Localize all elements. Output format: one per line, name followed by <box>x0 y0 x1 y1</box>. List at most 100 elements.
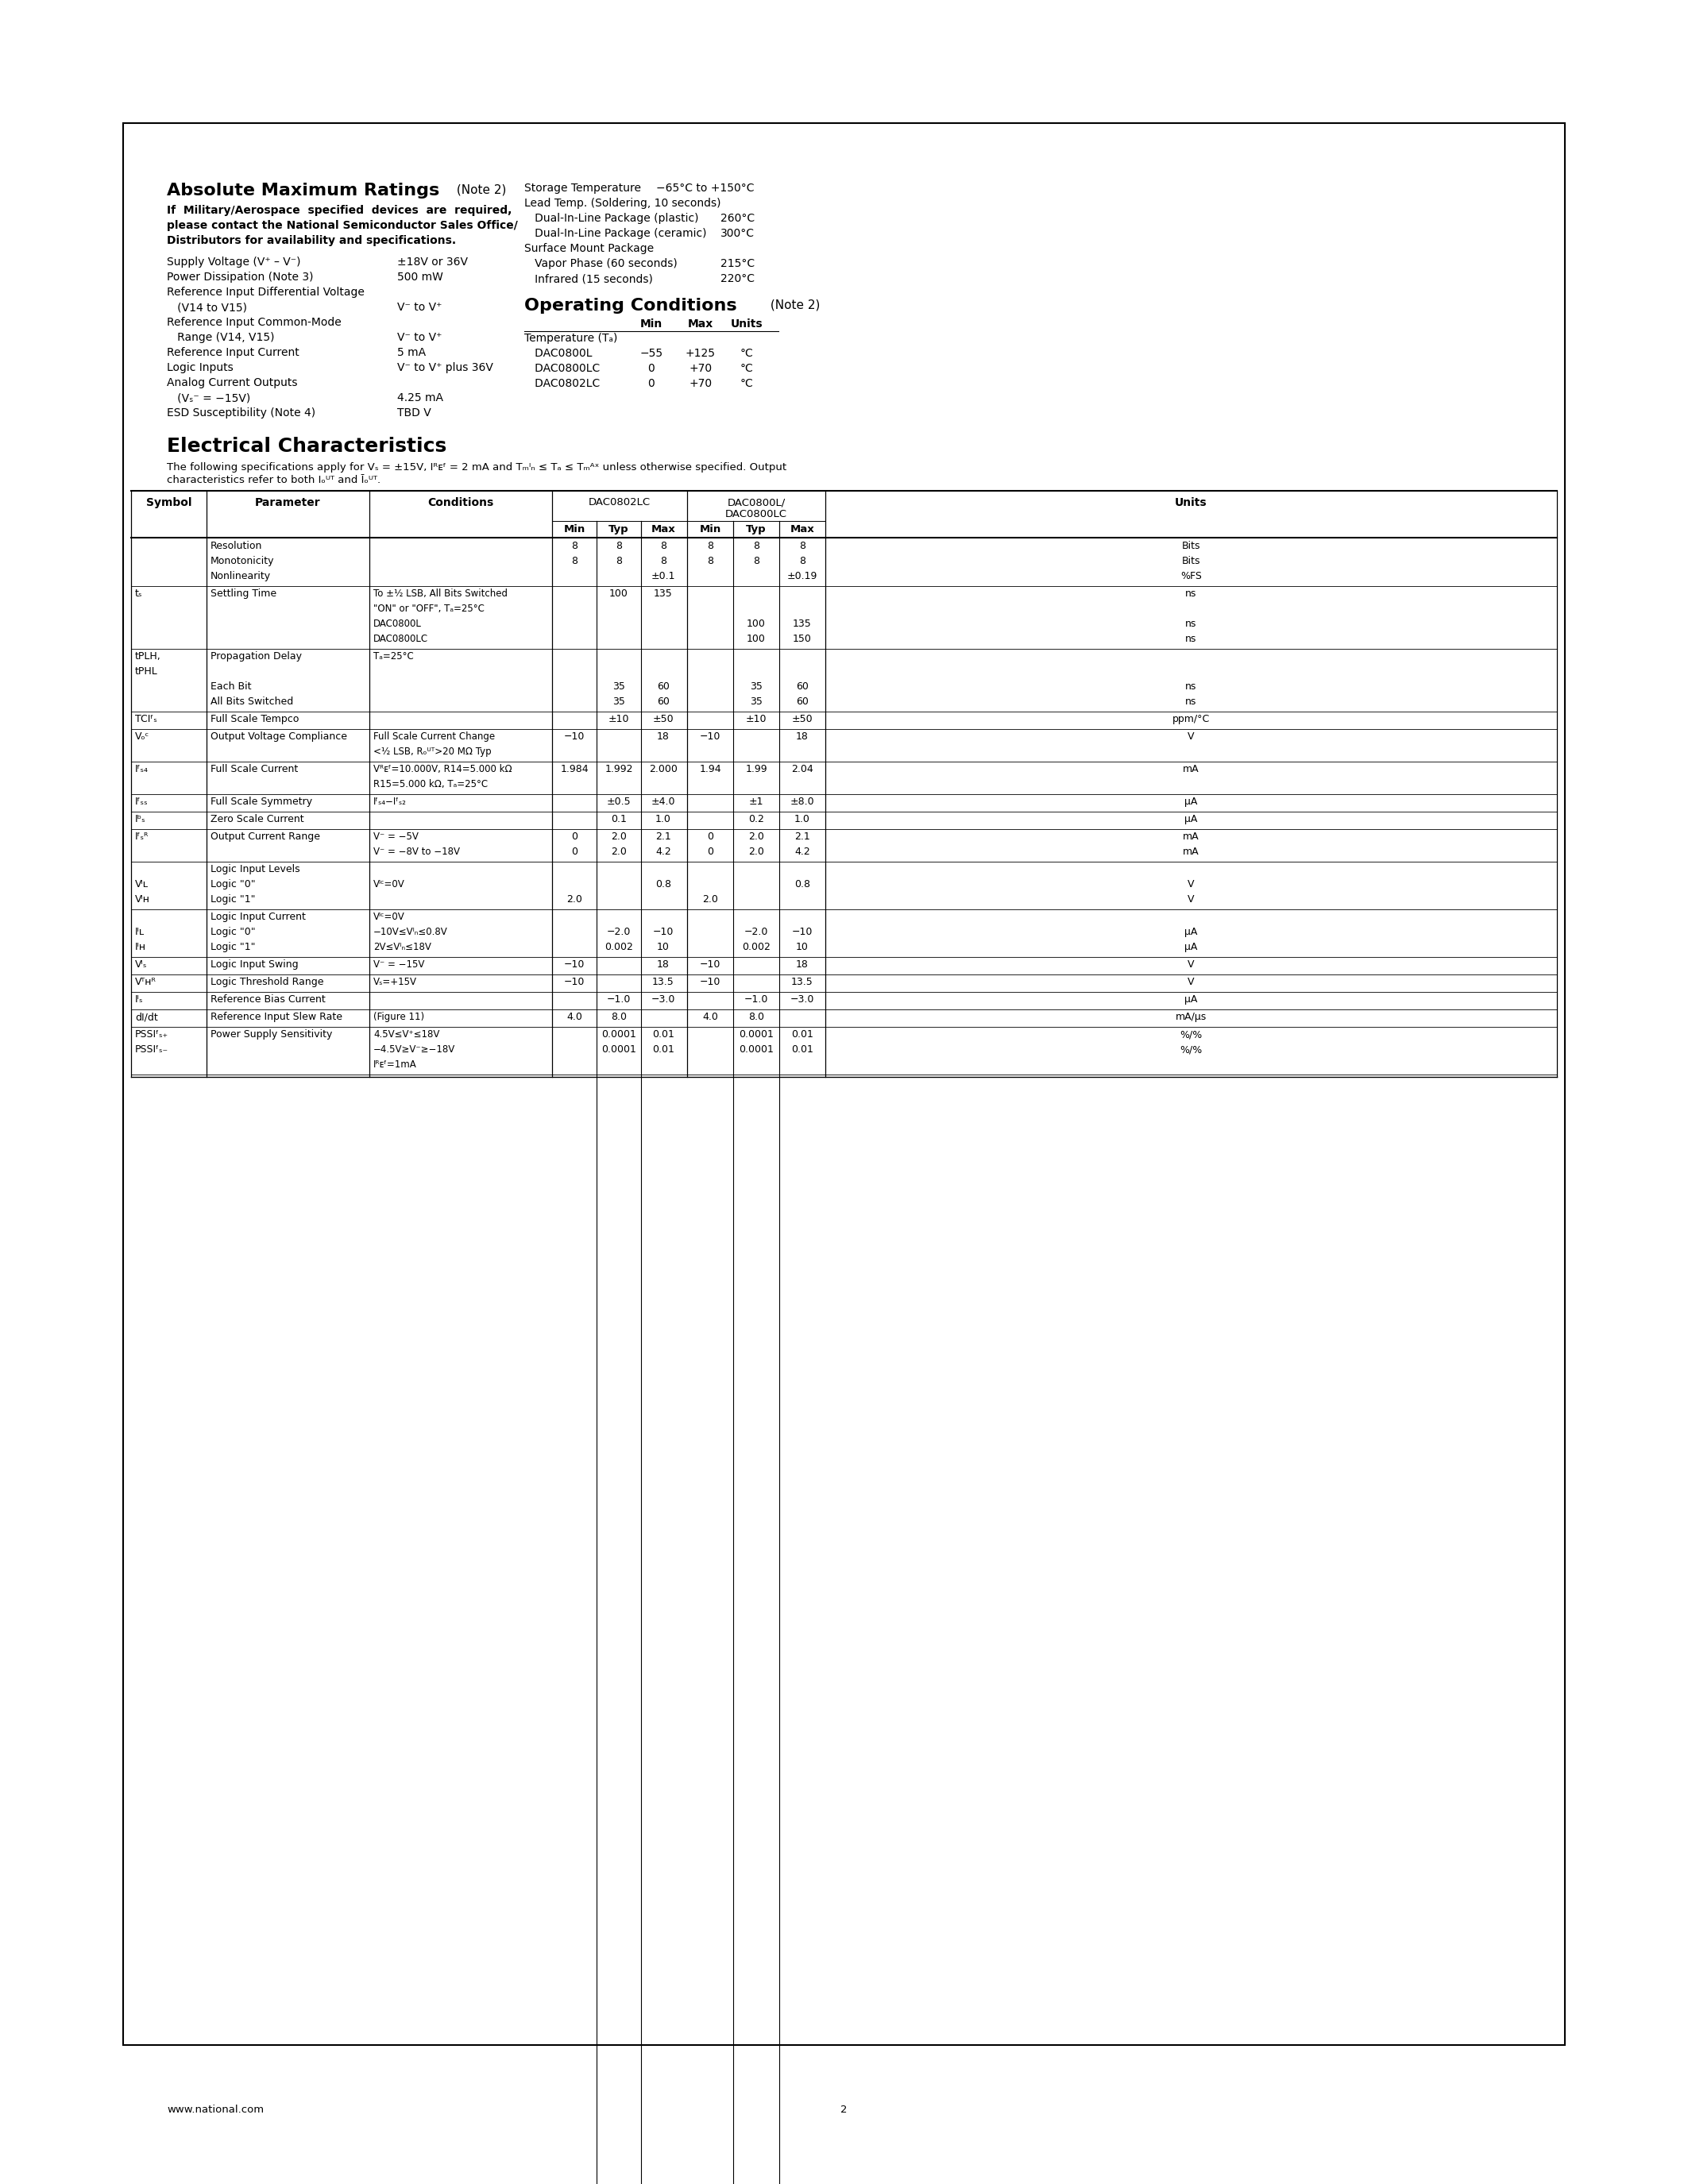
Text: Dual-In-Line Package (ceramic): Dual-In-Line Package (ceramic) <box>525 227 707 238</box>
Text: 8: 8 <box>753 542 760 550</box>
Text: Vᵀʜᴿ: Vᵀʜᴿ <box>135 976 157 987</box>
Text: 8: 8 <box>571 557 577 566</box>
Text: ±1: ±1 <box>749 797 763 806</box>
Text: 0.01: 0.01 <box>652 1044 675 1055</box>
Text: 260°C: 260°C <box>721 212 755 225</box>
Text: Each Bit: Each Bit <box>211 681 252 692</box>
Text: ±0.5: ±0.5 <box>606 797 631 806</box>
Text: %FS: %FS <box>1180 570 1202 581</box>
Text: 8: 8 <box>798 557 805 566</box>
Text: The following specifications apply for Vₛ = ±15V, Iᴿᴇᶠ = 2 mA and Tₘᴵₙ ≤ Tₐ ≤ Tₘ: The following specifications apply for V… <box>167 463 787 472</box>
Text: −1.0: −1.0 <box>606 994 631 1005</box>
Text: 500 mW: 500 mW <box>397 271 444 282</box>
Text: mA/μs: mA/μs <box>1175 1011 1207 1022</box>
Text: Tₐ=25°C: Tₐ=25°C <box>373 651 414 662</box>
Text: Vᴿᴇᶠ=10.000V, R14=5.000 kΩ: Vᴿᴇᶠ=10.000V, R14=5.000 kΩ <box>373 764 511 775</box>
Text: Output Current Range: Output Current Range <box>211 832 321 841</box>
Text: 0.1: 0.1 <box>611 815 626 823</box>
Text: Nonlinearity: Nonlinearity <box>211 570 272 581</box>
Text: Iᶠₛ₄−Iᶠₛ₂: Iᶠₛ₄−Iᶠₛ₂ <box>373 797 407 806</box>
Text: Reference Input Current: Reference Input Current <box>167 347 299 358</box>
Text: 60: 60 <box>797 697 809 708</box>
Text: 4.0: 4.0 <box>567 1011 582 1022</box>
Text: 0: 0 <box>707 847 714 856</box>
Text: ±50: ±50 <box>653 714 674 725</box>
Text: Bits: Bits <box>1182 557 1200 566</box>
Text: tPHL: tPHL <box>135 666 159 677</box>
Text: TBD V: TBD V <box>397 408 430 419</box>
Text: +125: +125 <box>685 347 716 358</box>
Text: 0.01: 0.01 <box>652 1029 675 1040</box>
Text: 2V≤Vᴵₙ≤18V: 2V≤Vᴵₙ≤18V <box>373 941 430 952</box>
Text: 8: 8 <box>660 542 667 550</box>
Text: ±4.0: ±4.0 <box>652 797 675 806</box>
Text: Logic Input Current: Logic Input Current <box>211 911 306 922</box>
Text: 2.0: 2.0 <box>611 832 626 841</box>
Text: Vₒᶜ: Vₒᶜ <box>135 732 150 743</box>
Text: −2.0: −2.0 <box>744 926 768 937</box>
Text: 1.0: 1.0 <box>795 815 810 823</box>
Text: −10: −10 <box>701 959 721 970</box>
Text: 4.2: 4.2 <box>795 847 810 856</box>
Text: 60: 60 <box>657 697 670 708</box>
Text: 8.0: 8.0 <box>611 1011 626 1022</box>
Text: Min: Min <box>640 319 663 330</box>
Text: 13.5: 13.5 <box>652 976 674 987</box>
Text: Iᴵʟ: Iᴵʟ <box>135 926 145 937</box>
Text: 35: 35 <box>613 697 625 708</box>
Text: To ±½ LSB, All Bits Switched: To ±½ LSB, All Bits Switched <box>373 587 508 598</box>
Text: −10: −10 <box>653 926 674 937</box>
Text: 1.99: 1.99 <box>746 764 766 775</box>
Text: 4.2: 4.2 <box>655 847 672 856</box>
Text: 2.1: 2.1 <box>655 832 672 841</box>
Text: mA: mA <box>1183 847 1198 856</box>
Text: Vᴵₛ: Vᴵₛ <box>135 959 147 970</box>
Text: −1.0: −1.0 <box>744 994 768 1005</box>
Text: (Vₛ⁻ = −15V): (Vₛ⁻ = −15V) <box>167 393 250 404</box>
Text: Logic Input Swing: Logic Input Swing <box>211 959 299 970</box>
Text: Bits: Bits <box>1182 542 1200 550</box>
Text: −10V≤Vᴵₙ≤0.8V: −10V≤Vᴵₙ≤0.8V <box>373 926 447 937</box>
Text: DAC0800LC: DAC0800LC <box>525 363 599 373</box>
Text: 0.0001: 0.0001 <box>601 1044 636 1055</box>
Text: Logic Input Levels: Logic Input Levels <box>211 865 300 874</box>
Text: 0: 0 <box>707 832 714 841</box>
Text: mA: mA <box>1183 832 1198 841</box>
Text: 10: 10 <box>797 941 809 952</box>
Text: tₛ: tₛ <box>135 587 142 598</box>
Text: 0.0001: 0.0001 <box>739 1044 773 1055</box>
Text: 8: 8 <box>753 557 760 566</box>
Bar <box>123 122 1565 2044</box>
Text: 8: 8 <box>707 557 714 566</box>
Text: 8: 8 <box>571 542 577 550</box>
Text: 8: 8 <box>616 542 621 550</box>
Text: ns: ns <box>1185 633 1197 644</box>
Text: −10: −10 <box>792 926 814 937</box>
Text: (Note 2): (Note 2) <box>766 299 820 310</box>
Text: 2: 2 <box>841 2105 847 2114</box>
Text: −55: −55 <box>640 347 663 358</box>
Text: Distributors for availability and specifications.: Distributors for availability and specif… <box>167 236 456 247</box>
Text: DAC0800L: DAC0800L <box>525 347 592 358</box>
Text: V⁻ to V⁺ plus 36V: V⁻ to V⁺ plus 36V <box>397 363 493 373</box>
Text: μA: μA <box>1185 797 1198 806</box>
Text: 8: 8 <box>798 542 805 550</box>
Text: ±8.0: ±8.0 <box>790 797 815 806</box>
Text: Logic Threshold Range: Logic Threshold Range <box>211 976 324 987</box>
Text: V: V <box>1188 893 1195 904</box>
Text: Logic "1": Logic "1" <box>211 893 255 904</box>
Text: Parameter: Parameter <box>255 498 321 509</box>
Text: Settling Time: Settling Time <box>211 587 277 598</box>
Text: Typ: Typ <box>746 524 766 535</box>
Text: Logic Inputs: Logic Inputs <box>167 363 233 373</box>
Text: 1.94: 1.94 <box>699 764 721 775</box>
Text: 8: 8 <box>707 542 714 550</box>
Text: Max: Max <box>652 524 675 535</box>
Text: +70: +70 <box>689 378 712 389</box>
Text: ±10: ±10 <box>746 714 766 725</box>
Text: Iᴵʜ: Iᴵʜ <box>135 941 147 952</box>
Text: V: V <box>1188 976 1195 987</box>
Text: Monotonicity: Monotonicity <box>211 557 275 566</box>
Text: Vᴵᶜ=0V: Vᴵᶜ=0V <box>373 911 405 922</box>
Text: 1.984: 1.984 <box>560 764 589 775</box>
